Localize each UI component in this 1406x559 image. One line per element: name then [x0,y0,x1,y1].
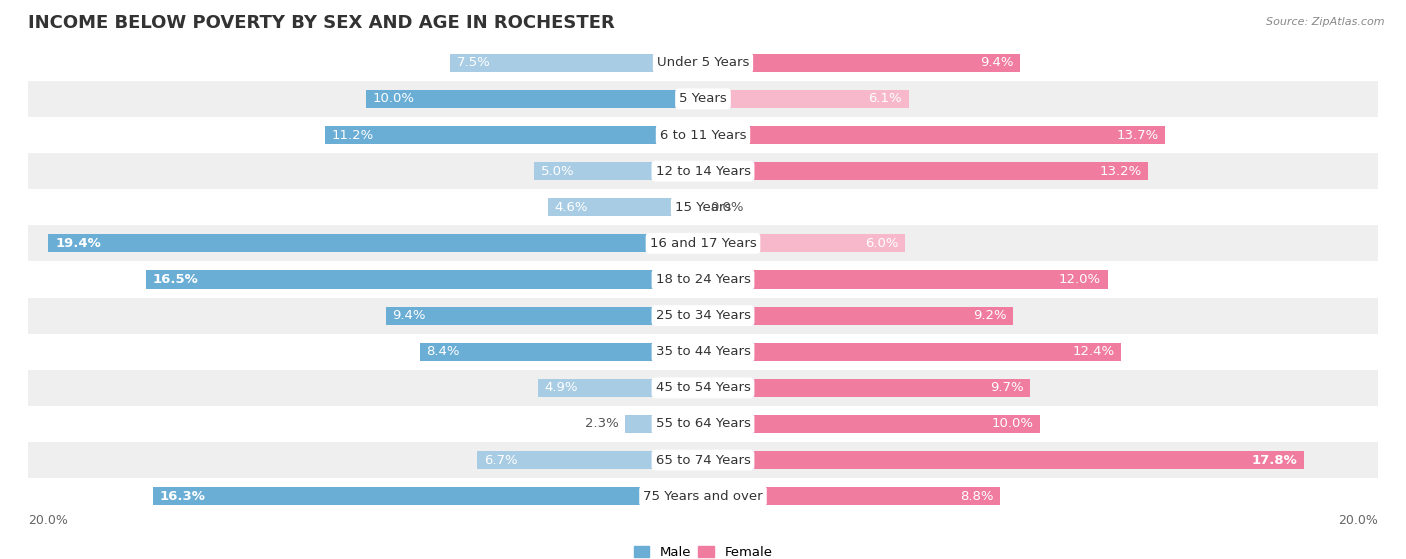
Text: 35 to 44 Years: 35 to 44 Years [655,345,751,358]
Bar [48,234,703,253]
Text: 75 Years and over: 75 Years and over [643,490,763,503]
Text: 9.4%: 9.4% [980,56,1014,69]
Bar [146,271,703,288]
Text: 10.0%: 10.0% [991,418,1033,430]
Text: 18 to 24 Years: 18 to 24 Years [655,273,751,286]
Text: 4.9%: 4.9% [544,381,578,394]
Bar [366,90,703,108]
Bar [28,153,1378,189]
Text: 15 Years: 15 Years [675,201,731,214]
Bar [703,451,1303,469]
Bar [703,54,1021,72]
Text: 20.0%: 20.0% [1339,514,1378,527]
Bar [537,379,703,397]
Text: 2.3%: 2.3% [585,418,619,430]
Text: 45 to 54 Years: 45 to 54 Years [655,381,751,394]
Bar [28,45,1378,81]
Text: 25 to 34 Years: 25 to 34 Years [655,309,751,322]
Text: 9.7%: 9.7% [990,381,1024,394]
Bar [28,406,1378,442]
Text: 17.8%: 17.8% [1251,453,1296,467]
Text: 4.6%: 4.6% [554,201,588,214]
Text: 16.5%: 16.5% [153,273,198,286]
Text: 5 Years: 5 Years [679,92,727,106]
Bar [28,334,1378,370]
Bar [28,189,1378,225]
Text: 9.4%: 9.4% [392,309,426,322]
Bar [703,162,1149,180]
Text: INCOME BELOW POVERTY BY SEX AND AGE IN ROCHESTER: INCOME BELOW POVERTY BY SEX AND AGE IN R… [28,14,614,32]
Bar [626,415,703,433]
Bar [477,451,703,469]
Bar [548,198,703,216]
Text: 11.2%: 11.2% [332,129,374,141]
Text: 16.3%: 16.3% [160,490,205,503]
Bar [28,297,1378,334]
Text: 13.2%: 13.2% [1099,165,1142,178]
Text: 20.0%: 20.0% [28,514,67,527]
Bar [28,225,1378,262]
Bar [28,81,1378,117]
Bar [703,379,1031,397]
Bar [703,306,1014,325]
Text: 5.0%: 5.0% [541,165,575,178]
Bar [28,370,1378,406]
Bar [703,234,905,253]
Text: 12.0%: 12.0% [1059,273,1101,286]
Bar [703,126,1166,144]
Text: 8.4%: 8.4% [426,345,460,358]
Text: 65 to 74 Years: 65 to 74 Years [655,453,751,467]
Text: 12.4%: 12.4% [1073,345,1115,358]
Text: 9.2%: 9.2% [973,309,1007,322]
Bar [703,487,1000,505]
Legend: Male, Female: Male, Female [628,541,778,559]
Bar [153,487,703,505]
Bar [703,271,1108,288]
Text: 0.0%: 0.0% [710,201,744,214]
Bar [450,54,703,72]
Bar [28,442,1378,478]
Bar [325,126,703,144]
Text: 6.1%: 6.1% [869,92,903,106]
Bar [385,306,703,325]
Text: 6.0%: 6.0% [865,237,898,250]
Text: 10.0%: 10.0% [373,92,415,106]
Bar [534,162,703,180]
Text: 6 to 11 Years: 6 to 11 Years [659,129,747,141]
Text: 13.7%: 13.7% [1116,129,1159,141]
Text: 7.5%: 7.5% [457,56,491,69]
Text: 12 to 14 Years: 12 to 14 Years [655,165,751,178]
Bar [703,415,1040,433]
Bar [28,262,1378,297]
Text: 16 and 17 Years: 16 and 17 Years [650,237,756,250]
Bar [28,117,1378,153]
Text: 8.8%: 8.8% [960,490,993,503]
Text: 55 to 64 Years: 55 to 64 Years [655,418,751,430]
Text: 19.4%: 19.4% [55,237,101,250]
Bar [703,343,1122,361]
Text: 6.7%: 6.7% [484,453,517,467]
Text: Source: ZipAtlas.com: Source: ZipAtlas.com [1267,17,1385,27]
Text: Under 5 Years: Under 5 Years [657,56,749,69]
Bar [28,478,1378,514]
Bar [419,343,703,361]
Bar [703,90,908,108]
